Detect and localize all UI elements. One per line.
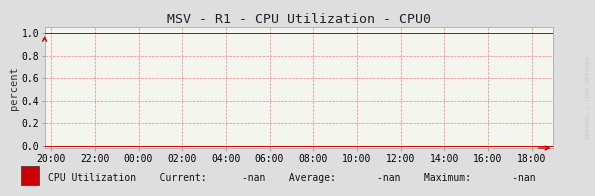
Title: MSV - R1 - CPU Utilization - CPU0: MSV - R1 - CPU Utilization - CPU0 bbox=[167, 13, 431, 26]
Y-axis label: percent: percent bbox=[9, 66, 18, 110]
Text: CPU Utilization    Current:      -nan    Average:       -nan    Maximum:       -: CPU Utilization Current: -nan Average: -… bbox=[48, 173, 536, 183]
Text: RRDTOOL / TOBI OETIKER: RRDTOOL / TOBI OETIKER bbox=[586, 57, 591, 139]
FancyBboxPatch shape bbox=[21, 166, 39, 185]
